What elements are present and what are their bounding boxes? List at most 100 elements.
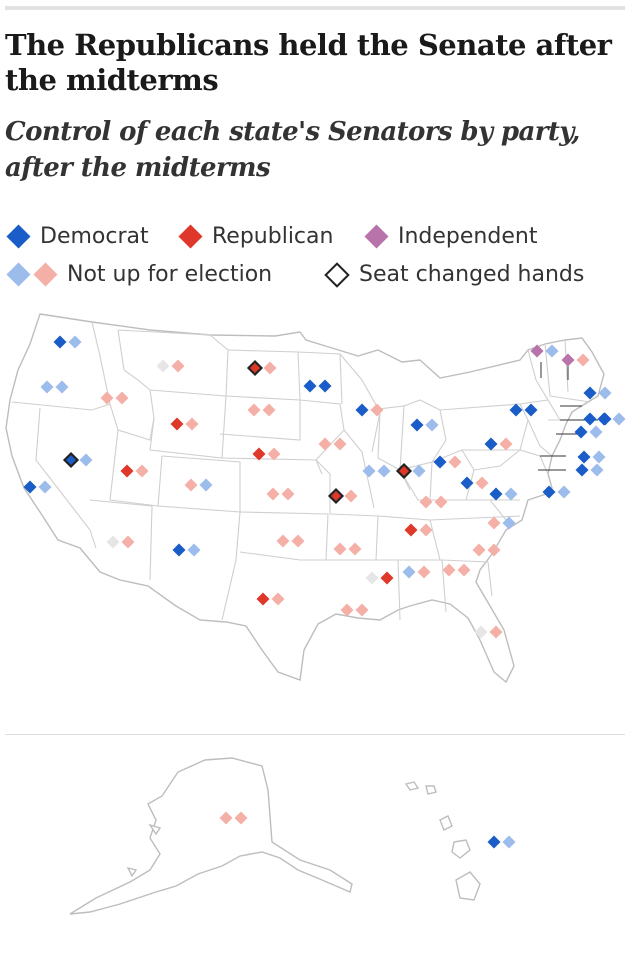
seat-marker-west-virginia-2 <box>475 476 489 490</box>
seat-marker-oregon-1 <box>40 380 54 394</box>
seat-marker-new-jersey-2 <box>592 450 606 464</box>
seat-marker-missouri-1 <box>327 487 345 505</box>
independent-diamond-icon <box>364 224 389 249</box>
seat-marker-florida-2 <box>489 625 503 639</box>
seat-marker-delaware-1 <box>575 463 589 477</box>
seat-marker-arizona-2 <box>121 535 135 549</box>
seat-marker-michigan-2 <box>425 418 439 432</box>
seat-marker-ohio-2 <box>448 455 462 469</box>
seat-marker-north-carolina-1 <box>487 516 501 530</box>
republican-not-up-diamond-icon <box>33 262 58 287</box>
seat-marker-south-carolina-2 <box>487 543 501 557</box>
seat-marker-montana-2 <box>171 359 185 373</box>
seat-marker-vermont-1 <box>530 344 544 358</box>
seat-marker-kansas-1 <box>266 487 280 501</box>
seat-marker-new-mexico-2 <box>187 543 201 557</box>
seat-marker-illinois-1 <box>362 464 376 478</box>
seat-marker-kentucky-1 <box>419 495 433 509</box>
seat-marker-tennessee-2 <box>419 523 433 537</box>
seat-marker-wyoming-1 <box>170 417 184 431</box>
seat-marker-alaska-1 <box>219 811 233 825</box>
legend-label-not-up: Not up for election <box>67 262 273 287</box>
seat-marker-pennsylvania-1 <box>484 437 498 451</box>
seat-marker-maryland-2 <box>557 485 571 499</box>
seat-marker-tennessee-1 <box>404 523 418 537</box>
seat-marker-missouri-2 <box>344 489 358 503</box>
seat-marker-arkansas-2 <box>348 542 362 556</box>
hawaii-outline <box>404 781 481 901</box>
senate-seat-markers <box>23 335 626 639</box>
seat-marker-maine-1 <box>583 386 597 400</box>
seat-marker-louisiana-1 <box>340 603 354 617</box>
seat-marker-maryland-1 <box>542 485 556 499</box>
seat-marker-kentucky-2 <box>434 495 448 509</box>
inset-seat-markers <box>219 811 516 849</box>
seat-marker-new-york-1 <box>509 403 523 417</box>
seat-marker-alabama-1 <box>402 565 416 579</box>
us-outline <box>5 313 605 684</box>
seat-marker-new-jersey-1 <box>577 450 591 464</box>
seat-marker-oklahoma-2 <box>291 534 305 548</box>
seat-marker-nebraska-1 <box>252 447 266 461</box>
seat-marker-iowa-1 <box>318 437 332 451</box>
seat-marker-arizona-1 <box>106 535 120 549</box>
seat-marker-ohio-1 <box>433 455 447 469</box>
seat-marker-nebraska-2 <box>267 447 281 461</box>
seat-marker-indiana-1 <box>395 462 413 480</box>
seat-marker-hawaii-1 <box>487 835 501 849</box>
seat-marker-colorado-1 <box>184 478 198 492</box>
seat-marker-wisconsin-1 <box>355 403 369 417</box>
seat-marker-new-hampshire-1 <box>561 353 575 367</box>
top-rule <box>5 6 625 10</box>
seat-marker-rhode-island-1 <box>597 412 611 426</box>
seat-marker-idaho-1 <box>100 391 114 405</box>
legend-label-independent: Independent <box>398 224 538 249</box>
inset-divider <box>5 734 625 735</box>
seat-marker-california-1 <box>23 480 37 494</box>
legend-label-republican: Republican <box>212 224 334 249</box>
seat-marker-georgia-2 <box>457 563 471 577</box>
seat-marker-florida-1 <box>474 625 488 639</box>
seat-marker-idaho-2 <box>115 391 129 405</box>
seat-marker-delaware-2 <box>590 463 604 477</box>
seat-marker-alabama-2 <box>417 565 431 579</box>
legend-item-republican: Republican <box>177 224 333 249</box>
seat-marker-wisconsin-2 <box>370 403 384 417</box>
seat-marker-minnesota-1 <box>303 379 317 393</box>
seat-marker-north-carolina-2 <box>502 516 516 530</box>
seat-marker-north-dakota-2 <box>263 361 277 375</box>
seat-marker-west-virginia-1 <box>460 476 474 490</box>
seat-marker-washington-1 <box>53 335 67 349</box>
seat-marker-alaska-2 <box>234 811 248 825</box>
seat-marker-georgia-1 <box>442 563 456 577</box>
inset-map <box>69 757 516 915</box>
democrat-diamond-icon <box>6 224 31 249</box>
seat-marker-arkansas-1 <box>333 542 347 556</box>
seat-marker-oregon-2 <box>55 380 69 394</box>
seat-marker-massachusetts-1 <box>583 412 597 426</box>
legend-label-changed: Seat changed hands <box>359 262 585 287</box>
seat-marker-illinois-2 <box>377 464 391 478</box>
seat-marker-connecticut-1 <box>574 425 588 439</box>
seat-marker-virginia-1 <box>489 487 503 501</box>
seat-marker-colorado-2 <box>199 478 213 492</box>
seat-marker-mississippi-1 <box>365 571 379 585</box>
legend-item-changed: Seat changed hands <box>323 261 585 288</box>
seat-marker-louisiana-2 <box>355 603 369 617</box>
seat-changed-diamond-icon <box>324 261 350 288</box>
seat-marker-michigan-1 <box>410 418 424 432</box>
seat-marker-washington-2 <box>68 335 82 349</box>
seat-marker-nevada-2 <box>79 453 93 467</box>
seat-marker-virginia-2 <box>504 487 518 501</box>
legend-item-democrat: Democrat <box>5 224 149 249</box>
seat-marker-new-hampshire-2 <box>576 353 590 367</box>
us-map <box>5 313 626 684</box>
seat-marker-wyoming-2 <box>185 417 199 431</box>
seat-marker-mississippi-2 <box>380 571 394 585</box>
seat-marker-new-york-2 <box>524 403 538 417</box>
chart-subtitle: Control of each state's Senators by part… <box>5 117 580 183</box>
seat-marker-nevada-1 <box>62 451 80 469</box>
state-borders <box>11 321 591 621</box>
seat-marker-indiana-2 <box>412 464 426 478</box>
seat-marker-south-dakota-2 <box>262 403 276 417</box>
